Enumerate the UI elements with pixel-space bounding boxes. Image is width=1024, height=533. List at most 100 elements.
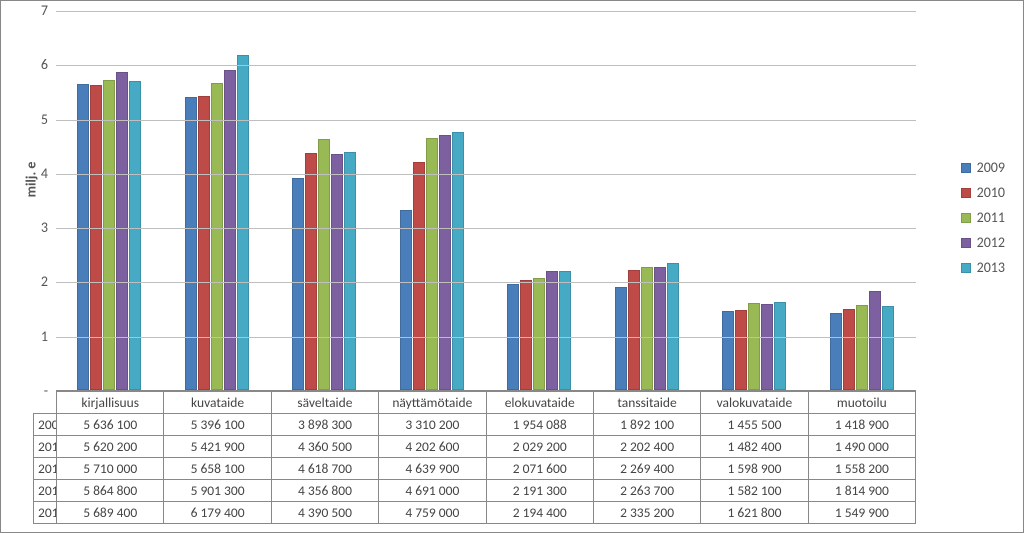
table-cell: 5 620 200: [57, 436, 164, 458]
bar: [735, 310, 747, 390]
legend-swatch: [961, 263, 971, 273]
table-column-header: tanssitaide: [593, 392, 700, 414]
gridline: [56, 174, 916, 175]
bar: [520, 280, 532, 390]
bar: [830, 313, 842, 390]
table-row: 20125 864 8005 901 3004 356 8004 691 000…: [34, 480, 916, 502]
legend-label: 2010: [977, 184, 1005, 201]
category-group: [809, 11, 917, 390]
table-column-header: säveltaide: [271, 392, 378, 414]
table-cell: 1 482 400: [701, 436, 808, 458]
table-column-header: muotoilu: [808, 392, 915, 414]
bar: [869, 291, 881, 390]
legend-label: 2009: [977, 159, 1005, 176]
legend-label: 2012: [977, 234, 1005, 251]
bar: [722, 311, 734, 390]
table-row: 20135 689 4006 179 4004 390 5004 759 000…: [34, 502, 916, 524]
table-cell: 1 549 900: [808, 502, 915, 524]
gridline: [56, 120, 916, 121]
y-tick-label: 1: [28, 328, 48, 345]
chart-container: milj. e -1234567 20092010201120122013 ki…: [0, 0, 1024, 533]
gridline: [56, 11, 916, 12]
table-row: 20105 620 2005 421 9004 360 5004 202 600…: [34, 436, 916, 458]
bar: [305, 153, 317, 390]
bar: [292, 178, 304, 390]
table-cell: 1 558 200: [808, 458, 915, 480]
legend-label: 2013: [977, 259, 1005, 276]
table-cell: 2 194 400: [486, 502, 593, 524]
table-header-row: kirjallisuuskuvataidesäveltaidenäyttämöt…: [34, 392, 916, 414]
table-cell: 5 710 000: [57, 458, 164, 480]
category-group: [271, 11, 379, 390]
table-cell: 2 269 400: [593, 458, 700, 480]
table-row: 20115 710 0005 658 1004 618 7004 639 900…: [34, 458, 916, 480]
table-column-header: valokuvataide: [701, 392, 808, 414]
table-cell: 3 310 200: [379, 414, 486, 436]
bar: [198, 96, 210, 390]
table-cell: 1 582 100: [701, 480, 808, 502]
bar: [654, 267, 666, 390]
table-row-header: 2009: [34, 414, 57, 436]
table-cell: 1 455 500: [701, 414, 808, 436]
bar: [774, 302, 786, 390]
bar: [237, 55, 249, 390]
table-cell: 5 901 300: [164, 480, 271, 502]
bars-wrap: [56, 11, 916, 390]
table-cell: 2 202 400: [593, 436, 700, 458]
table-cell: 5 421 900: [164, 436, 271, 458]
plot-area: -1234567: [56, 11, 916, 391]
table-cell: 5 396 100: [164, 414, 271, 436]
gridline: [56, 228, 916, 229]
table-row-header: 2011: [34, 458, 57, 480]
table-cell: 1 621 800: [701, 502, 808, 524]
bar: [452, 132, 464, 390]
table-cell: 5 864 800: [57, 480, 164, 502]
y-tick-label: 7: [28, 2, 48, 19]
table-cell: 2 029 200: [486, 436, 593, 458]
table-cell: 3 898 300: [271, 414, 378, 436]
bar: [533, 278, 545, 390]
bar: [129, 81, 141, 390]
data-table-wrap: kirjallisuuskuvataidesäveltaidenäyttämöt…: [33, 391, 916, 524]
table-cell: 5 658 100: [164, 458, 271, 480]
category-group: [56, 11, 164, 390]
table-cell: 1 954 088: [486, 414, 593, 436]
category-group: [486, 11, 594, 390]
table-cell: 4 390 500: [271, 502, 378, 524]
gridline: [56, 282, 916, 283]
y-tick-label: 3: [28, 219, 48, 236]
y-tick-label: 5: [28, 111, 48, 128]
bar: [413, 162, 425, 390]
bar: [103, 80, 115, 390]
bar: [185, 97, 197, 390]
bar: [546, 271, 558, 390]
bar: [628, 270, 640, 390]
gridline: [56, 65, 916, 66]
table-cell: 1 490 000: [808, 436, 915, 458]
bar: [400, 210, 412, 390]
table-cell: 1 814 900: [808, 480, 915, 502]
table-corner: [34, 392, 57, 414]
table-cell: 4 356 800: [271, 480, 378, 502]
bar: [224, 70, 236, 390]
legend-swatch: [961, 188, 971, 198]
bar: [856, 305, 868, 390]
category-group: [594, 11, 702, 390]
bar: [331, 154, 343, 391]
table-cell: 2 263 700: [593, 480, 700, 502]
bar: [318, 139, 330, 390]
table-column-header: elokuvataide: [486, 392, 593, 414]
bar: [90, 85, 102, 390]
table-cell: 4 691 000: [379, 480, 486, 502]
category-group: [701, 11, 809, 390]
y-tick-label: 4: [28, 165, 48, 182]
table-cell: 6 179 400: [164, 502, 271, 524]
table-cell: 5 636 100: [57, 414, 164, 436]
bar: [641, 267, 653, 390]
bar: [211, 83, 223, 390]
table-row-header: 2012: [34, 480, 57, 502]
y-tick-label: 2: [28, 273, 48, 290]
table-column-header: kuvataide: [164, 392, 271, 414]
table-row-header: 2010: [34, 436, 57, 458]
legend: 20092010201120122013: [961, 151, 1005, 284]
